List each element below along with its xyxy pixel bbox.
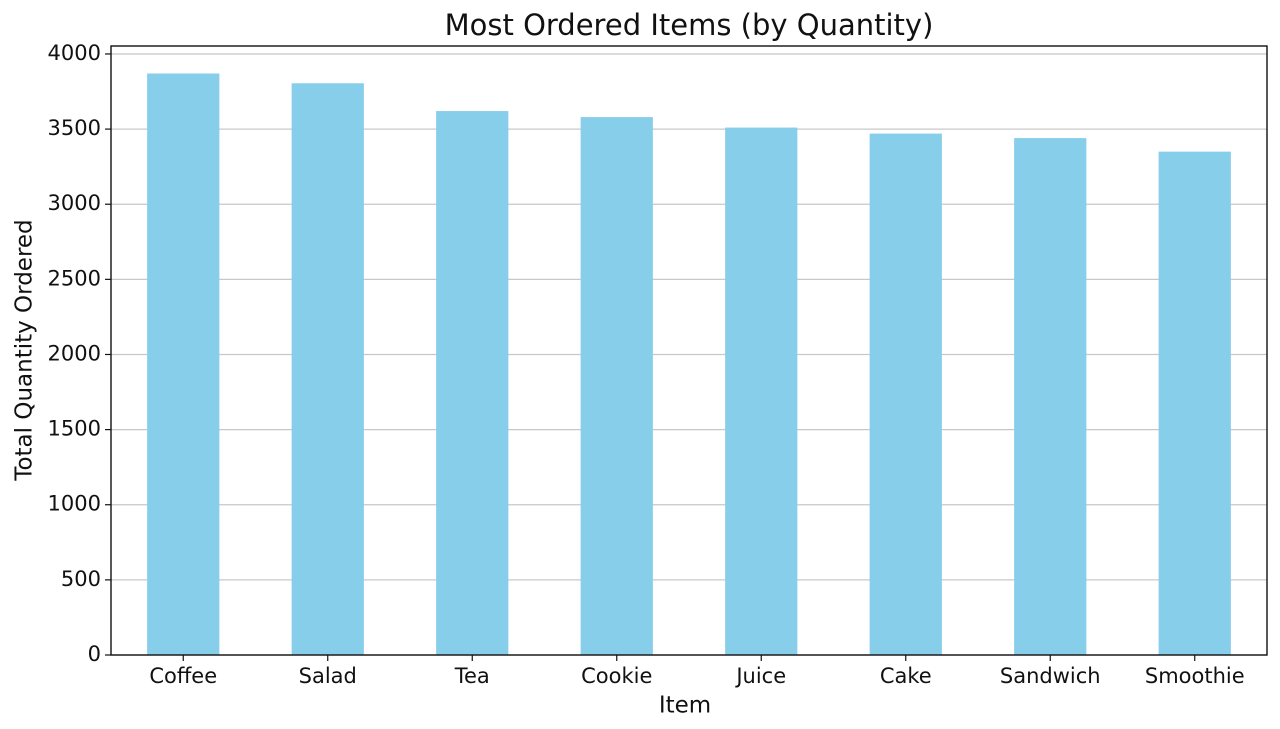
- y-axis-label: Total Quantity Ordered: [12, 219, 38, 481]
- y-tick-label: 1000: [48, 492, 101, 516]
- x-axis-label: Item: [659, 693, 711, 719]
- bar: [147, 73, 220, 655]
- x-tick-label: Cookie: [581, 664, 652, 688]
- bar: [725, 127, 798, 655]
- y-tick-label: 2500: [48, 266, 101, 290]
- x-tick-label: Coffee: [149, 664, 217, 688]
- plot-frame: [110, 45, 1268, 656]
- bar: [869, 133, 942, 655]
- y-tick-label: 0: [88, 642, 101, 666]
- y-tick-label: 3500: [48, 116, 101, 140]
- bar: [1014, 138, 1087, 655]
- bar: [580, 117, 653, 656]
- y-tick-label: 500: [61, 567, 101, 591]
- chart-title: Most Ordered Items (by Quantity): [445, 8, 934, 42]
- y-tick-label: 4000: [48, 41, 101, 65]
- x-tick-label: Sandwich: [1000, 664, 1101, 688]
- x-tick-label: Salad: [299, 664, 357, 688]
- x-tick-label: Juice: [734, 664, 786, 688]
- x-tick-label: Cake: [880, 664, 932, 688]
- x-tick-label: Tea: [454, 664, 490, 688]
- y-tick-label: 2000: [48, 341, 101, 365]
- bar: [291, 83, 364, 655]
- bar: [436, 111, 509, 655]
- x-tick-label: Smoothie: [1145, 664, 1245, 688]
- y-tick-label: 1500: [48, 417, 101, 441]
- y-tick-label: 3000: [48, 191, 101, 215]
- bar: [1158, 151, 1231, 655]
